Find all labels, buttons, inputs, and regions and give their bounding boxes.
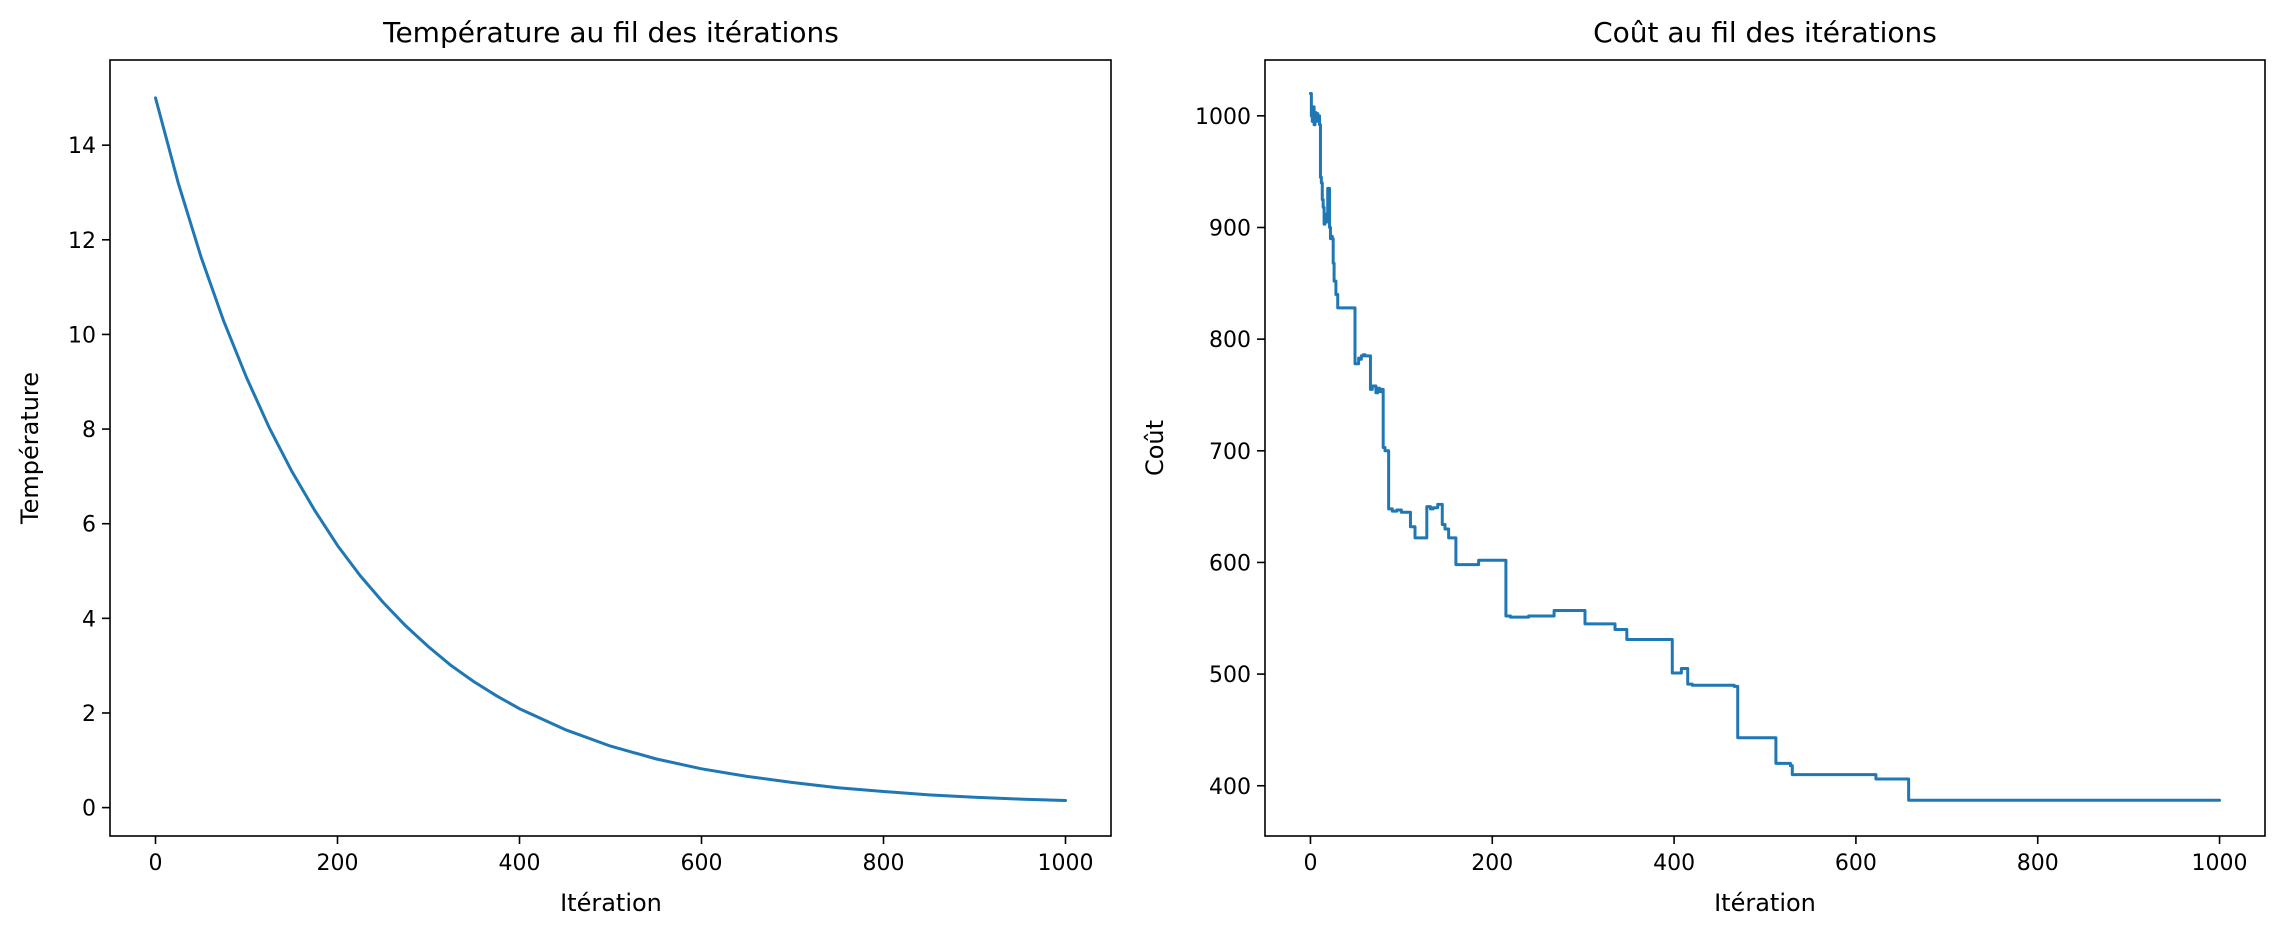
- temperature-series-line: [154, 96, 1067, 803]
- y-tick-label: 12: [68, 229, 96, 254]
- x-tick-label: 800: [2017, 851, 2059, 876]
- x-tick-label: 1000: [2192, 851, 2248, 876]
- x-tick-label: 400: [499, 851, 541, 876]
- plot-frame: [1264, 59, 2266, 837]
- x-axis-label: Itération: [560, 889, 662, 917]
- x-axis-label: Itération: [1714, 889, 1816, 917]
- y-tick-label: 2: [82, 702, 96, 727]
- y-tick-label: 400: [1209, 775, 1251, 800]
- x-tick-label: 600: [681, 851, 723, 876]
- x-tick-label: 400: [1653, 851, 1695, 876]
- x-tick-label: 0: [149, 851, 163, 876]
- chart-title: Température au fil des itérations: [382, 16, 839, 49]
- y-tick-label: 800: [1209, 328, 1251, 353]
- x-tick-label: 200: [1471, 851, 1513, 876]
- tick-group: 0 200 400 600 800 1000 400 500 600 700 800 900 1000: [1195, 105, 2248, 876]
- y-tick-label: 1000: [1195, 105, 1251, 130]
- plot-frame: [109, 59, 1112, 837]
- y-tick-label: 8: [82, 418, 96, 443]
- y-tick-label: 10: [68, 323, 96, 348]
- y-tick-label: 700: [1209, 440, 1251, 465]
- y-tick-label: 4: [82, 607, 96, 632]
- y-tick-label: 600: [1209, 551, 1251, 576]
- chart-title: Coût au fil des itérations: [1593, 16, 1937, 49]
- y-tick-label: 0: [82, 797, 96, 822]
- y-tick-label: 6: [82, 513, 96, 538]
- temperature-chart: Température au fil des itérations 0 200 40…: [16, 16, 1112, 917]
- x-tick-label: 1000: [1038, 851, 1094, 876]
- y-tick-label: 900: [1209, 216, 1251, 241]
- cost-series-line: [1308, 92, 2222, 802]
- y-axis-label: Coût: [1141, 420, 1169, 476]
- cost-chart: Coût au fil des itérations 0 200 400 600 800…: [1141, 16, 2266, 917]
- y-tick-label: 500: [1209, 663, 1251, 688]
- tick-group: 0 200 400 600 800 1000 0 2 4 6 8 10 12 14: [68, 134, 1094, 876]
- y-axis-label: Température: [16, 372, 44, 525]
- x-tick-label: 600: [1835, 851, 1877, 876]
- x-tick-label: 200: [317, 851, 359, 876]
- x-tick-label: 800: [863, 851, 905, 876]
- x-tick-label: 0: [1303, 851, 1317, 876]
- y-tick-label: 14: [68, 134, 96, 159]
